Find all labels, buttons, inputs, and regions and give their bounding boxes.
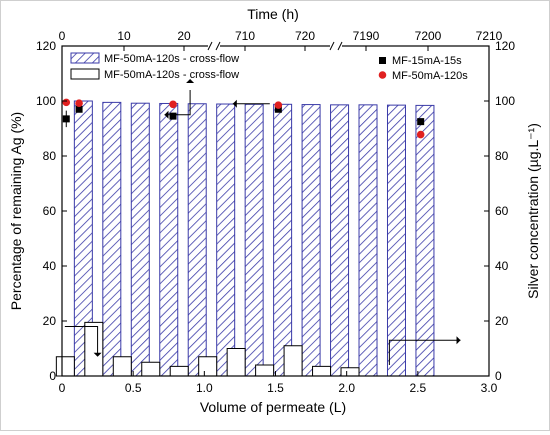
legend-swatch-open bbox=[70, 68, 100, 80]
x-tick-label: 1.0 bbox=[196, 381, 213, 395]
square-marker bbox=[169, 112, 177, 120]
y-tick-label: 0 bbox=[49, 369, 56, 383]
y2-tick-label: 60 bbox=[495, 204, 509, 218]
legend-label-square: MF-15mA-15s bbox=[392, 55, 462, 67]
y-tick-label: 40 bbox=[43, 259, 57, 273]
y2-tick-label: 20 bbox=[495, 314, 509, 328]
legend-swatch-circle bbox=[378, 71, 387, 79]
guide-arrow bbox=[164, 90, 191, 116]
x2-tick-label: 0 bbox=[59, 29, 66, 43]
arrow-head bbox=[186, 79, 195, 83]
y2-tick-label: 0 bbox=[495, 369, 502, 383]
square-marker bbox=[274, 105, 282, 113]
square-marker bbox=[75, 105, 83, 113]
arrow-head bbox=[93, 352, 102, 357]
open-bar bbox=[255, 364, 275, 377]
x-tick-label: 3.0 bbox=[481, 381, 498, 395]
legend-swatch-hatched bbox=[70, 52, 100, 64]
circle-marker bbox=[62, 98, 71, 107]
hatched-bar bbox=[187, 103, 207, 377]
hatched-bar bbox=[330, 104, 350, 377]
axis-break-mark bbox=[329, 41, 335, 51]
axis-break-gap bbox=[208, 42, 220, 50]
x2-tick-label: 720 bbox=[295, 29, 315, 43]
arrow-head bbox=[232, 99, 237, 108]
arrow-head bbox=[456, 336, 461, 345]
hatched-bar bbox=[102, 101, 122, 377]
x2-tick-label: 710 bbox=[235, 29, 255, 43]
open-bar bbox=[169, 365, 189, 377]
y-axis-title: Percentage of remaining Ag (%) bbox=[8, 112, 24, 310]
x-tick-label: 1.5 bbox=[267, 381, 284, 395]
hatched-bar bbox=[159, 102, 179, 377]
legend-label-circle: MF-50mA-120s bbox=[392, 70, 468, 82]
y-tick-label: 20 bbox=[43, 314, 57, 328]
open-bar bbox=[112, 356, 132, 377]
y2-tick-label: 120 bbox=[495, 39, 515, 53]
hatched-bar bbox=[130, 102, 150, 377]
hatched-bar bbox=[273, 103, 293, 377]
hatched-bar bbox=[244, 103, 264, 377]
axis-break-mark bbox=[215, 41, 221, 51]
y2-tick-label: 40 bbox=[495, 259, 509, 273]
arrow-head bbox=[164, 110, 169, 119]
legend-label-hatched: MF-50mA-120s - cross-flow bbox=[104, 53, 239, 65]
axes: 0 0.5 1.0 1.5 2.0 2.5 3.0020406080100120020406… bbox=[36, 29, 515, 395]
axis-break-mark bbox=[207, 41, 213, 51]
x-tick-label: 0 bbox=[59, 381, 66, 395]
open-bar bbox=[55, 356, 75, 377]
open-bar bbox=[283, 345, 303, 377]
circle-marker bbox=[416, 130, 425, 139]
circle-marker bbox=[274, 101, 283, 109]
square-marker bbox=[417, 118, 425, 126]
hatched-bar bbox=[301, 104, 321, 377]
axis-break-gap bbox=[330, 42, 342, 50]
x-tick-label: 0.5 bbox=[125, 381, 142, 395]
open-bar bbox=[141, 361, 161, 377]
x-axis-title: Volume of permeate (L) bbox=[200, 399, 346, 415]
open-bar bbox=[312, 365, 332, 377]
open-bar bbox=[340, 367, 360, 377]
plot-area bbox=[55, 79, 461, 377]
x2-tick-label: 20 bbox=[177, 29, 191, 43]
open-bar bbox=[198, 356, 218, 377]
y2-axis-title: Silver concentration (µg.L⁻¹) bbox=[525, 123, 541, 299]
legend-swatch-square bbox=[379, 57, 386, 64]
open-bar bbox=[84, 321, 104, 377]
x2-axis-title: Time (h) bbox=[247, 6, 299, 22]
hatched-bar bbox=[386, 104, 406, 377]
x2-tick-label: 10 bbox=[117, 29, 131, 43]
x2-tick-label: 7200 bbox=[415, 29, 442, 43]
y-tick-label: 120 bbox=[36, 39, 56, 53]
x2-tick-label: 7190 bbox=[353, 29, 380, 43]
hatched-bar bbox=[415, 104, 435, 377]
x2-tick-label: 7210 bbox=[476, 29, 503, 43]
guide-arrow bbox=[388, 339, 461, 365]
legend-label-open: MF-50mA-120s - cross-flow bbox=[104, 69, 239, 81]
x-tick-label: 2.0 bbox=[338, 381, 355, 395]
circle-marker bbox=[169, 100, 177, 109]
hatched-bar bbox=[216, 103, 236, 377]
open-bar bbox=[226, 348, 246, 377]
y-tick-label: 60 bbox=[43, 204, 57, 218]
axis-break-mark bbox=[337, 41, 343, 51]
y2-tick-label: 100 bbox=[495, 94, 515, 108]
hatched-bar bbox=[358, 104, 378, 377]
y-tick-label: 100 bbox=[36, 94, 56, 108]
legend: MF-50mA-120s - cross-flow MF-50mA-120s - … bbox=[70, 52, 468, 82]
y-tick-label: 80 bbox=[43, 149, 57, 163]
circle-marker bbox=[75, 99, 83, 107]
x-tick-label: 2.5 bbox=[409, 381, 426, 395]
guide-arrow bbox=[64, 326, 99, 354]
y2-tick-label: 80 bbox=[495, 149, 509, 163]
